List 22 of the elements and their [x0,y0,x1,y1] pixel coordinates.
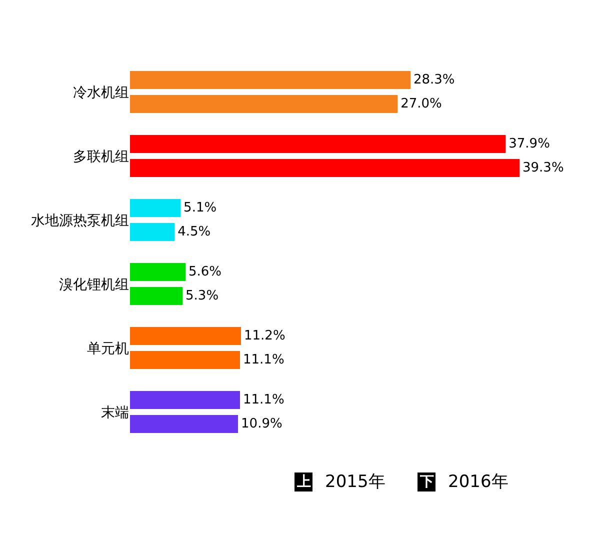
data-label: 37.9% [508,136,550,152]
y-tick-label: 冷水机组 [73,84,129,101]
data-label: 4.5% [178,224,211,240]
data-label: 11.2% [244,328,286,344]
text: 2016年 [448,472,508,492]
text: 2015年 [325,472,386,492]
data-label: 5.3% [186,288,219,304]
data-label: 10.9% [241,416,282,432]
text: 下 [419,474,434,490]
data-label: 5.6% [188,264,222,280]
y-tick-label: 单元机 [87,340,129,357]
y-tick-label: 多联机组 [73,148,129,165]
data-label: 5.1% [184,200,217,216]
data-label: 11.1% [243,392,284,408]
y-tick-label: 水地源热泵机组 [31,212,129,229]
data-label: 39.3% [522,160,564,176]
data-label: 28.3% [413,72,455,88]
text: 上 [296,474,311,490]
y-tick-label: 末端 [101,404,129,421]
data-label: 27.0% [400,96,442,112]
y-tick-label: 溴化锂机组 [59,276,129,293]
data-label: 11.1% [243,352,284,368]
